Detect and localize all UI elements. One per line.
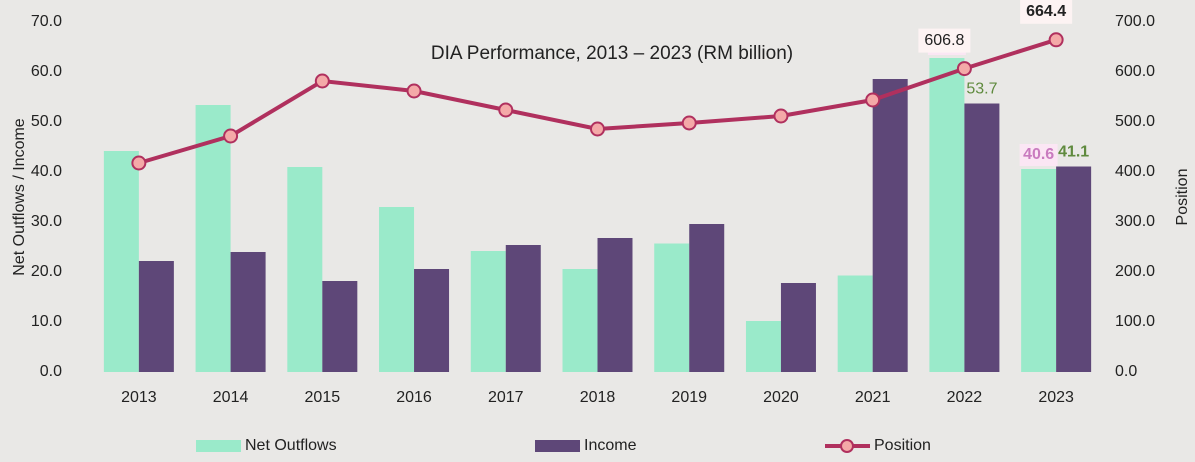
x-tick-label: 2018 <box>580 389 616 406</box>
marker <box>681 115 697 131</box>
marker <box>223 128 239 144</box>
bar <box>837 275 873 372</box>
y2-tick-label: 700.0 <box>1115 13 1155 30</box>
legend-swatch <box>840 439 854 453</box>
y2-tick-label: 0.0 <box>1115 363 1137 380</box>
bar <box>780 283 816 372</box>
bar <box>230 252 266 372</box>
y-tick-label: 20.0 <box>31 263 62 280</box>
legend-label: Net Outflows <box>245 437 337 454</box>
data-label: 41.1 <box>1058 144 1089 161</box>
y-axis-label: Net Outflows / Income <box>11 118 28 275</box>
label-box <box>918 28 971 53</box>
marker <box>590 121 605 137</box>
x-tick-label: 2014 <box>213 389 249 406</box>
y-tick-label: 60.0 <box>31 63 62 80</box>
bar <box>103 151 139 372</box>
marker <box>406 83 422 99</box>
bar <box>322 281 358 372</box>
label-box <box>1019 144 1058 166</box>
marker <box>956 61 972 77</box>
bar <box>872 79 908 372</box>
legend-label: Income <box>584 437 637 454</box>
marker <box>131 155 147 171</box>
marker <box>865 92 881 108</box>
y2-tick-label: 400.0 <box>1115 163 1155 180</box>
x-tick-label: 2016 <box>396 389 432 406</box>
chart-title: DIA Performance, 2013 – 2023 (RM billion… <box>431 43 793 64</box>
marker <box>773 108 789 124</box>
x-tick-label: 2023 <box>1038 389 1074 406</box>
bar <box>138 261 174 372</box>
bar <box>597 238 633 372</box>
data-label: 606.8 <box>924 32 964 49</box>
data-label: 664.4 <box>1026 3 1066 20</box>
marker <box>1048 32 1064 48</box>
data-label: 53.7 <box>966 81 997 98</box>
data-label: 40.6 <box>1023 146 1054 163</box>
x-tick-label: 2015 <box>305 389 341 406</box>
y2-tick-label: 600.0 <box>1115 63 1155 80</box>
bar <box>689 224 725 372</box>
x-tick-label: 2013 <box>121 389 157 406</box>
bar <box>379 207 415 372</box>
bar <box>287 167 323 372</box>
y2-tick-label: 100.0 <box>1115 313 1155 330</box>
x-tick-label: 2019 <box>671 389 707 406</box>
y-tick-label: 30.0 <box>31 213 62 230</box>
bar <box>1021 169 1057 372</box>
y2-tick-label: 200.0 <box>1115 263 1155 280</box>
legend-swatch <box>535 440 580 452</box>
y2-tick-label: 500.0 <box>1115 113 1155 130</box>
y-tick-label: 10.0 <box>31 313 62 330</box>
bar <box>195 105 231 372</box>
label-box <box>1020 0 1073 24</box>
y-tick-label: 70.0 <box>31 13 62 30</box>
y-tick-label: 40.0 <box>31 163 62 180</box>
bar <box>562 269 598 372</box>
bar <box>470 251 506 372</box>
y2-axis-label: Position <box>1174 169 1191 226</box>
legend-label: Position <box>874 437 931 454</box>
bar <box>745 321 781 372</box>
bar <box>1056 166 1092 372</box>
x-tick-label: 2021 <box>855 389 891 406</box>
y-tick-label: 0.0 <box>40 363 62 380</box>
y2-tick-label: 300.0 <box>1115 213 1155 230</box>
bar <box>929 58 965 372</box>
y-tick-label: 50.0 <box>31 113 62 130</box>
bar <box>414 269 450 372</box>
bar <box>505 245 541 372</box>
x-tick-label: 2017 <box>488 389 524 406</box>
bar <box>964 103 1000 372</box>
x-tick-label: 2022 <box>947 389 983 406</box>
x-tick-label: 2020 <box>763 389 799 406</box>
marker <box>498 102 514 118</box>
bar <box>654 243 690 372</box>
legend-swatch <box>196 440 241 452</box>
marker <box>314 73 330 89</box>
